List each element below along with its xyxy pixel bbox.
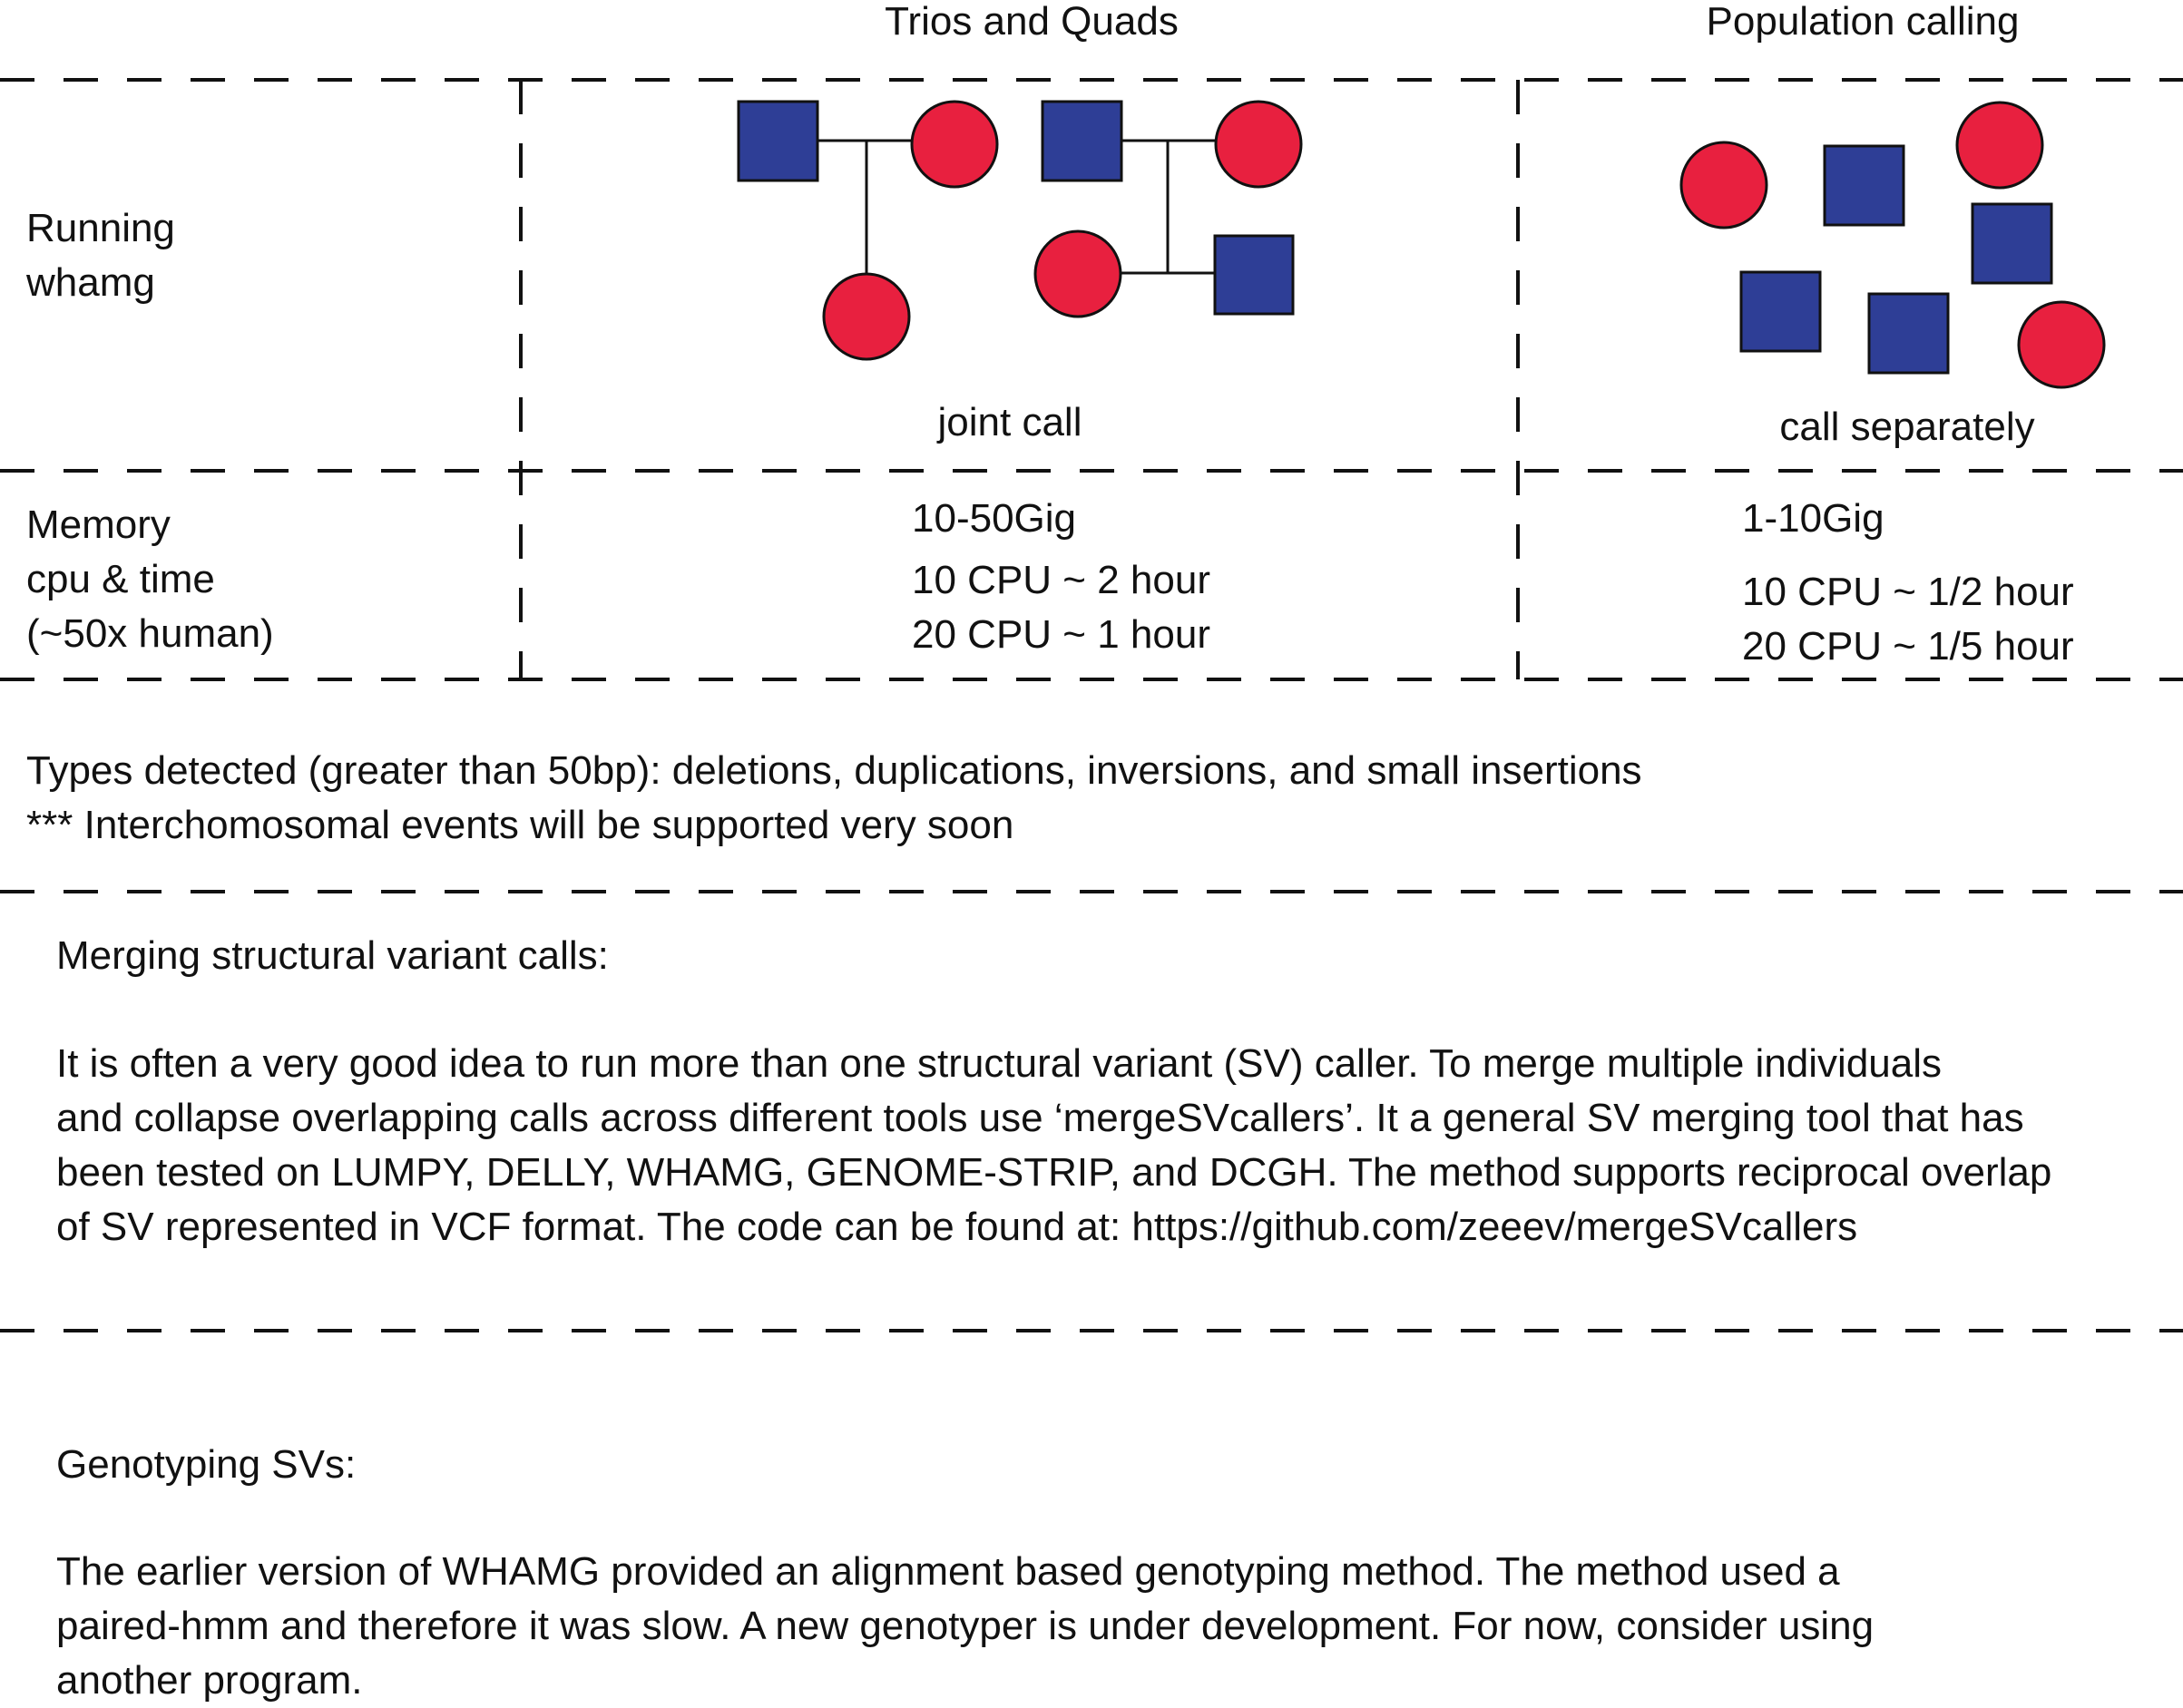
population-cpu-20: 20 CPU ~ 1/5 hour [1742,624,2074,669]
daughter-circle [1033,229,1122,318]
son-square [1213,234,1295,316]
row-label-line: whamg [26,260,155,305]
female-circle [1955,101,2044,190]
trios-cpu-10: 10 CPU ~ 2 hour [912,558,1210,602]
male-square [1867,292,1950,375]
merging-line: It is often a very good idea to run more… [56,1041,1943,1086]
genotyping-heading: Genotyping SVs: [56,1442,357,1487]
mother-circle [910,100,999,189]
male-square [1823,144,1905,227]
merging-line: been tested on LUMPY, DELLY, WHAMG, GENO… [56,1150,2052,1195]
female-circle [1679,141,1768,229]
population-individuals [1679,101,2106,389]
genotyping-line: The earlier version of WHAMG provided an… [56,1549,1840,1594]
female-circle [2017,300,2106,389]
caption-joint-call: joint call [937,400,1082,444]
row-label-line: Running [26,206,175,250]
row-label-line: Memory [26,503,171,547]
trios-memory: 10-50Gig [912,496,1077,541]
caption-call-separately: call separately [1779,405,2035,449]
population-cpu-10: 10 CPU ~ 1/2 hour [1742,570,2074,614]
row-label-memory: Memory cpu & time (~50x human) [26,498,274,661]
merging-heading: Merging structural variant calls: [56,933,609,978]
genotyping-paragraph: The earlier version of WHAMG provided an… [56,1545,1874,1708]
mother-circle [1214,100,1303,189]
father-square [1041,100,1123,182]
column-header-trios: Trios and Quads [885,0,1179,44]
merging-paragraph: It is often a very good idea to run more… [56,1037,2051,1254]
genotyping-line: another program. [56,1658,363,1703]
types-line: Types detected (greater than 50bp): dele… [26,748,1642,793]
father-square [737,100,819,182]
daughter-circle [822,272,911,361]
quad-pedigree [1033,100,1303,318]
row-label-line: cpu & time [26,557,215,601]
types-note: *** Interchomosomal events will be suppo… [26,803,1014,847]
column-header-population: Population calling [1706,0,2020,44]
types-detected: Types detected (greater than 50bp): dele… [26,744,1642,853]
merging-line: of SV represented in VCF format. The cod… [56,1205,1858,1249]
genotyping-line: paired-hmm and therefore it was slow. A … [56,1604,1875,1648]
male-square [1739,270,1822,353]
merging-line: and collapse overlapping calls across di… [56,1096,2024,1140]
row-label-line: (~50x human) [26,611,274,656]
population-memory: 1-10Gig [1742,496,1884,541]
trio-pedigree [737,100,999,361]
row-label-running: Running whamg [26,201,175,310]
trios-cpu-20: 20 CPU ~ 1 hour [912,612,1210,657]
male-square [1971,202,2053,285]
